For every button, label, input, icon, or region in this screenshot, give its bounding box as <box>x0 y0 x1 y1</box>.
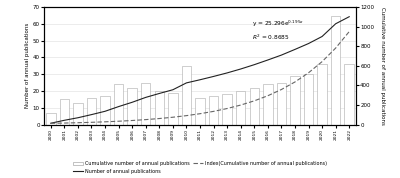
Bar <box>236 91 246 125</box>
Bar <box>263 84 272 125</box>
Bar <box>100 96 110 125</box>
Bar <box>168 93 178 125</box>
Y-axis label: Number of annual publications: Number of annual publications <box>25 23 30 108</box>
Y-axis label: Cumulative number of annual publications: Cumulative number of annual publications <box>380 7 385 125</box>
Bar <box>128 88 137 125</box>
Bar <box>114 84 123 125</box>
Bar <box>250 88 259 125</box>
Bar <box>73 103 83 125</box>
Bar <box>344 64 354 125</box>
Bar <box>317 64 327 125</box>
Bar <box>304 74 313 125</box>
Legend: Cumulative number of annual publications, Number of annual publications, Index(C: Cumulative number of annual publications… <box>71 159 329 176</box>
Bar <box>154 91 164 125</box>
Bar <box>290 76 300 125</box>
Bar <box>209 96 218 125</box>
Bar <box>195 98 205 125</box>
Bar <box>182 66 191 125</box>
Text: y = 25.296e$^{0.195x}$
$R^2$ = 0.8685: y = 25.296e$^{0.195x}$ $R^2$ = 0.8685 <box>252 19 304 42</box>
Bar <box>46 113 56 125</box>
Bar <box>60 100 69 125</box>
Bar <box>331 15 340 125</box>
Bar <box>277 83 286 125</box>
Bar <box>222 94 232 125</box>
Bar <box>87 98 96 125</box>
Bar <box>141 83 150 125</box>
